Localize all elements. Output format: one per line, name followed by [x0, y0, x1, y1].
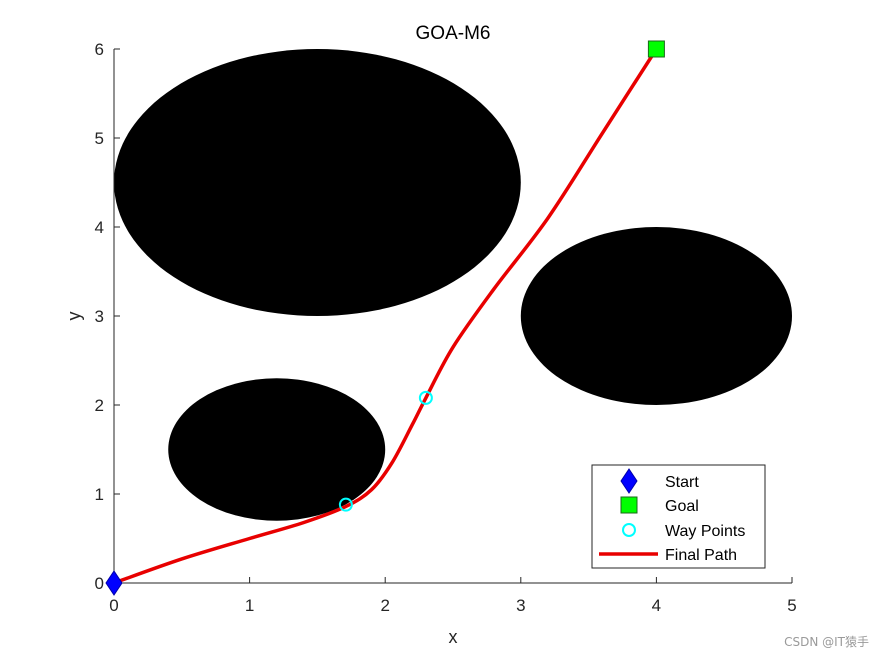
x-tick-label: 0	[109, 596, 118, 615]
legend-way-points-swatch	[622, 523, 636, 537]
watermark: CSDN @IT猿手	[784, 635, 869, 649]
legend: Start Goal Way Points Final Path	[591, 464, 766, 569]
way-points-marker	[338, 497, 353, 512]
legend-box	[591, 464, 766, 569]
y-tick-label: 1	[95, 485, 104, 504]
y-tick-label: 0	[95, 574, 104, 593]
y-tick-label: 2	[95, 396, 104, 415]
start-marker	[105, 570, 123, 596]
obstacle-2	[520, 227, 793, 405]
obstacles	[114, 49, 793, 521]
goal-marker	[647, 40, 665, 58]
way-points-marker	[418, 390, 433, 405]
obstacle-1	[114, 49, 521, 316]
legend-label-final-path: Final Path	[665, 547, 737, 564]
y-tick-label: 5	[95, 129, 104, 148]
x-tick-label: 3	[516, 596, 525, 615]
x-axis-label: x	[449, 627, 458, 647]
legend-label-goal: Goal	[665, 498, 699, 515]
obstacle-3	[168, 378, 386, 521]
legend-goal-swatch	[620, 496, 638, 514]
legend-label-start: Start	[665, 474, 699, 491]
legend-items: Start Goal Way Points Final Path	[599, 468, 745, 564]
y-tick-label: 3	[95, 307, 104, 326]
final-path-line	[112, 47, 659, 585]
x-tick-label: 4	[652, 596, 661, 615]
x-tick-label: 1	[245, 596, 254, 615]
y-axis-label: y	[64, 312, 84, 321]
plot-area	[105, 40, 665, 596]
y-tick-label: 6	[95, 40, 104, 59]
chart-title: GOA-M6	[416, 23, 491, 44]
y-ticks: 0 1 2 3 4 5 6	[95, 40, 120, 593]
y-tick-label: 4	[95, 218, 104, 237]
x-tick-label: 5	[787, 596, 796, 615]
legend-label-way-points: Way Points	[665, 523, 745, 540]
legend-start-swatch	[620, 468, 638, 494]
x-tick-label: 2	[380, 596, 389, 615]
